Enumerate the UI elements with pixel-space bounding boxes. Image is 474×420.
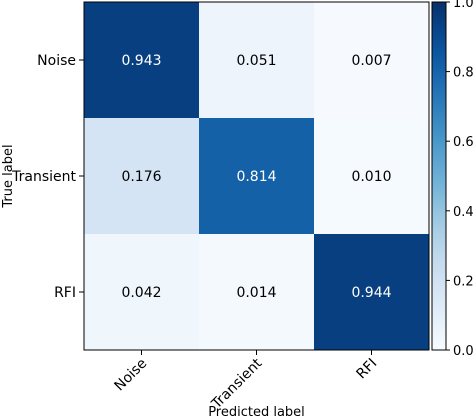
colorbar-tick-label: 1.0 xyxy=(453,0,474,11)
heatmap-cell xyxy=(314,234,430,351)
colorbar-tick-label: 0.6 xyxy=(453,135,474,150)
heatmap-cell xyxy=(199,234,315,351)
heatmap-cells xyxy=(84,2,430,351)
y-tick-label: Transient xyxy=(11,169,76,185)
y-axis-label: True label xyxy=(1,144,16,208)
heatmap-cell xyxy=(84,234,200,351)
heatmap-cell xyxy=(199,118,315,235)
heatmap-cell xyxy=(314,118,430,235)
x-axis-ticks: Noise Transient RFI xyxy=(112,350,381,413)
heatmap-cell-value: 0.943 xyxy=(121,53,161,69)
heatmap-cell-value: 0.051 xyxy=(236,53,276,69)
colorbar-tick-label: 0.2 xyxy=(453,274,474,289)
heatmap-cell xyxy=(84,2,200,119)
x-tick-label: RFI xyxy=(354,356,381,383)
x-axis-label: Predicted label xyxy=(208,405,305,420)
colorbar-ticks: 0.0 0.2 0.4 0.6 0.8 1.0 xyxy=(446,0,474,359)
colorbar-tick-label: 0.0 xyxy=(453,344,474,359)
colorbar-tick-label: 0.4 xyxy=(453,205,474,220)
y-tick-label: Noise xyxy=(37,53,76,69)
x-tick-label: Noise xyxy=(112,356,151,395)
heatmap-cell xyxy=(314,2,430,119)
heatmap-cell-value: 0.014 xyxy=(236,285,276,301)
heatmap-cell-value: 0.944 xyxy=(351,285,391,301)
heatmap-cell-value: 0.007 xyxy=(351,53,391,69)
heatmap-cell-value: 0.042 xyxy=(121,285,161,301)
heatmap-cell-value: 0.814 xyxy=(236,169,276,185)
colorbar-tick-label: 0.8 xyxy=(453,66,474,81)
colorbar xyxy=(431,1,447,351)
heatmap-cell-value: 0.010 xyxy=(351,169,391,185)
heatmap-cell xyxy=(199,2,315,119)
heatmap-cell-labels: 0.943 0.051 0.007 0.176 0.814 0.010 0.042 0.014… xyxy=(121,53,391,301)
heatmap-cell xyxy=(84,118,200,235)
heatmap-cell-value: 0.176 xyxy=(121,169,161,185)
y-tick-label: RFI xyxy=(54,285,76,301)
y-axis-ticks: Noise Transient RFI xyxy=(11,53,84,301)
